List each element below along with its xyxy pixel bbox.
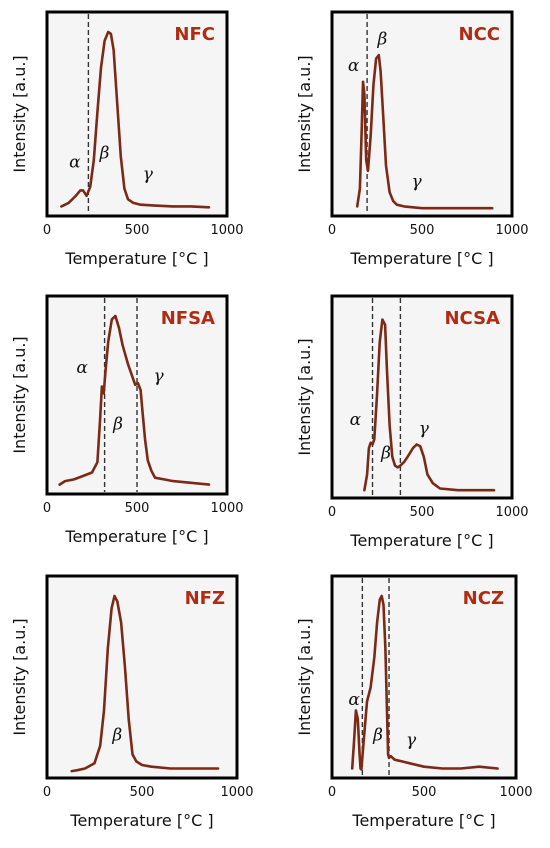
region-label: β bbox=[111, 725, 122, 745]
x-axis-title: Temperature [°C ] bbox=[349, 531, 493, 550]
y-axis-title: Intensity [a.u.] bbox=[10, 55, 29, 172]
region-label: γ bbox=[154, 366, 165, 386]
panel-title: NCC bbox=[459, 24, 500, 45]
y-axis-title: Intensity [a.u.] bbox=[10, 336, 29, 453]
plot-frame bbox=[45, 10, 229, 218]
x-tick-label: 0 bbox=[43, 223, 51, 238]
x-axis-title: Temperature [°C ] bbox=[69, 811, 213, 830]
x-tick-label: 0 bbox=[328, 785, 336, 800]
region-label: β bbox=[376, 29, 387, 49]
x-tick-label: 1000 bbox=[495, 223, 528, 238]
region-label: α bbox=[348, 690, 360, 710]
x-tick-label: 0 bbox=[328, 223, 336, 238]
tpr-curve bbox=[355, 53, 494, 210]
x-tick-label: 0 bbox=[43, 501, 51, 516]
tpr-curve bbox=[58, 314, 211, 486]
region-label: β bbox=[372, 725, 383, 745]
x-tick-label: 0 bbox=[43, 785, 51, 800]
x-tick-label: 500 bbox=[410, 505, 435, 520]
x-tick-label: 1000 bbox=[495, 505, 528, 520]
y-axis-title: Intensity [a.u.] bbox=[10, 618, 29, 735]
x-axis-title: Temperature [°C ] bbox=[349, 249, 493, 268]
plot-frame bbox=[330, 294, 514, 500]
panel-title: NFZ bbox=[185, 588, 225, 609]
region-label: α bbox=[69, 152, 81, 172]
x-axis-title: Temperature [°C ] bbox=[64, 527, 208, 546]
x-tick-label: 1000 bbox=[220, 785, 253, 800]
region-label: α bbox=[348, 56, 360, 76]
x-tick-label: 1000 bbox=[210, 501, 243, 516]
x-tick-label: 0 bbox=[328, 505, 336, 520]
tpr-curve bbox=[60, 30, 211, 209]
x-tick-label: 1000 bbox=[499, 785, 532, 800]
y-axis-title: Intensity [a.u.] bbox=[295, 618, 314, 735]
region-label: α bbox=[350, 410, 362, 430]
x-axis-title: Temperature [°C ] bbox=[351, 811, 495, 830]
tpr-curve bbox=[363, 318, 496, 492]
panel-ncz: αβ γ NCZ 0 500 1000 Temperature [°C ] Intensity… bbox=[295, 574, 533, 830]
panel-title: NCSA bbox=[444, 308, 500, 329]
x-tick-label: 500 bbox=[125, 501, 150, 516]
x-tick-label: 500 bbox=[412, 785, 437, 800]
x-tick-label: 500 bbox=[125, 223, 150, 238]
tpr-curve bbox=[70, 594, 220, 773]
region-label: γ bbox=[419, 419, 430, 439]
region-label: γ bbox=[406, 731, 417, 751]
x-tick-label: 500 bbox=[410, 223, 435, 238]
x-axis-title: Temperature [°C ] bbox=[64, 249, 208, 268]
region-label: γ bbox=[143, 165, 154, 185]
tpr-curve bbox=[350, 594, 499, 771]
region-label: α bbox=[76, 358, 88, 378]
region-label: β bbox=[112, 415, 123, 435]
x-tick-label: 500 bbox=[130, 785, 155, 800]
panel-title: NFC bbox=[174, 24, 215, 45]
y-axis-title: Intensity [a.u.] bbox=[295, 338, 314, 455]
x-tick-label: 1000 bbox=[210, 223, 243, 238]
region-label: γ bbox=[412, 172, 423, 192]
panel-nfz: β NFZ 0 500 1000 Temperature [°C ] Intensity [… bbox=[10, 574, 254, 830]
panel-title: NFSA bbox=[161, 308, 215, 329]
panel-title: NCZ bbox=[463, 588, 504, 609]
y-axis-title: Intensity [a.u.] bbox=[295, 55, 314, 172]
plot-frame bbox=[45, 574, 239, 780]
region-label: β bbox=[380, 444, 391, 464]
region-label: β bbox=[99, 143, 110, 163]
